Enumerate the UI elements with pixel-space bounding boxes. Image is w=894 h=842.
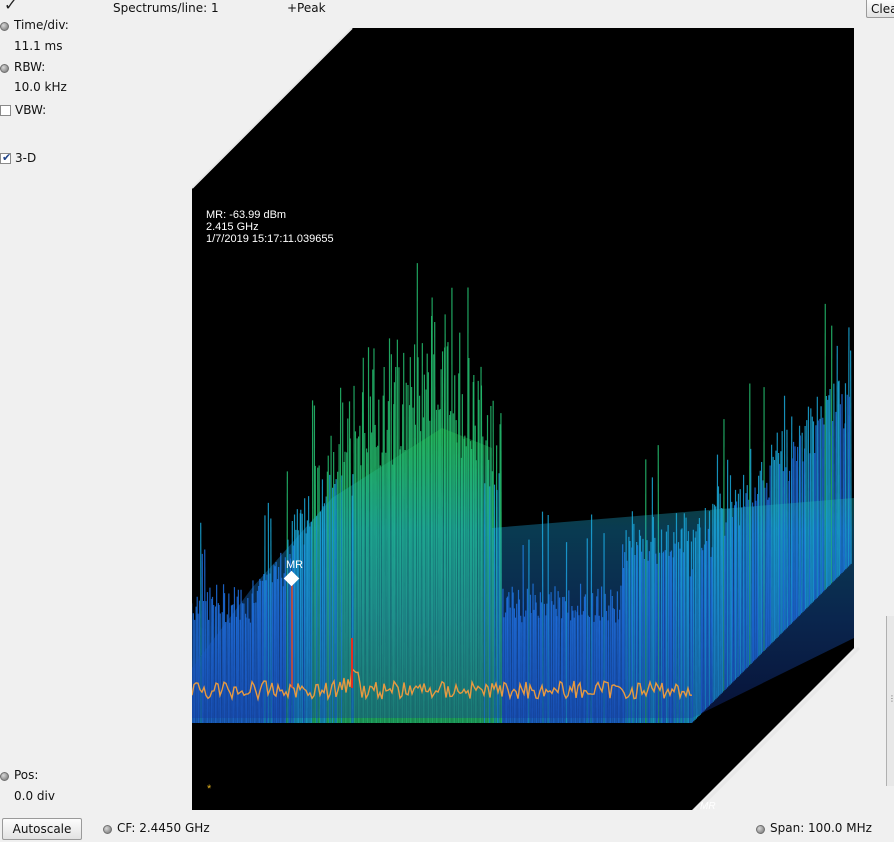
time-div-label: Time/div: <box>14 18 69 32</box>
vbw-checkbox[interactable] <box>0 105 11 116</box>
spectrums-per-line-label: Spectrums/line: 1 <box>113 1 219 15</box>
grip-icon: ⋮ <box>888 694 894 703</box>
marker-readout-time: 1/7/2019 15:17:11.039655 <box>206 233 334 245</box>
position-label: Pos: <box>14 768 39 782</box>
checkbox-tick-icon: ✔ <box>2 151 12 164</box>
side-panel-handle[interactable]: ⋮ <box>886 616 894 786</box>
autoscale-button[interactable]: Autoscale <box>2 818 82 840</box>
marker-readout-frequency: 2.415 GHz <box>206 221 259 233</box>
front-spectrum-trace <box>192 666 692 702</box>
center-frequency-label[interactable]: CF: 2.4450 GHz <box>117 821 210 835</box>
rbw-value[interactable]: 10.0 kHz <box>14 80 67 94</box>
clear-button[interactable]: Clea <box>866 0 894 18</box>
span-radio-icon[interactable] <box>756 825 765 834</box>
rbw-control[interactable]: RBW: 10.0 kHz <box>0 60 90 98</box>
trace-mode-label[interactable]: +Peak <box>287 1 326 15</box>
position-control[interactable]: Pos: 0.0 div <box>0 768 90 806</box>
time-div-control[interactable]: Time/div: 11.1 ms <box>0 18 90 56</box>
vbw-label: VBW: <box>15 103 47 117</box>
threed-checkbox[interactable]: ✔ <box>0 151 12 164</box>
star-indicator: * <box>207 783 212 795</box>
floor-edge-line <box>695 646 861 810</box>
axis-marker-label: MR <box>700 801 716 810</box>
marker-readout-power: MR: -63.99 dBm <box>206 209 286 221</box>
time-div-value[interactable]: 11.1 ms <box>14 39 63 53</box>
rbw-label: RBW: <box>14 60 46 74</box>
marker-label: MR <box>286 559 303 571</box>
time-div-radio-icon[interactable] <box>0 22 9 31</box>
cf-radio-icon[interactable] <box>103 825 112 834</box>
top-edge-line <box>192 28 353 189</box>
rbw-radio-icon[interactable] <box>0 64 9 73</box>
threed-label: 3-D <box>15 151 37 165</box>
span-label[interactable]: Span: 100.0 MHz <box>770 821 872 835</box>
checkmark-icon[interactable]: ✓ <box>4 0 18 14</box>
position-radio-icon[interactable] <box>0 772 9 781</box>
waterfall-surface <box>192 263 854 810</box>
position-value[interactable]: 0.0 div <box>14 789 55 803</box>
spectrogram-3d-plot[interactable]: MR MR: -63.99 dBm 2.415 GHz 1/7/2019 15:… <box>192 28 862 810</box>
